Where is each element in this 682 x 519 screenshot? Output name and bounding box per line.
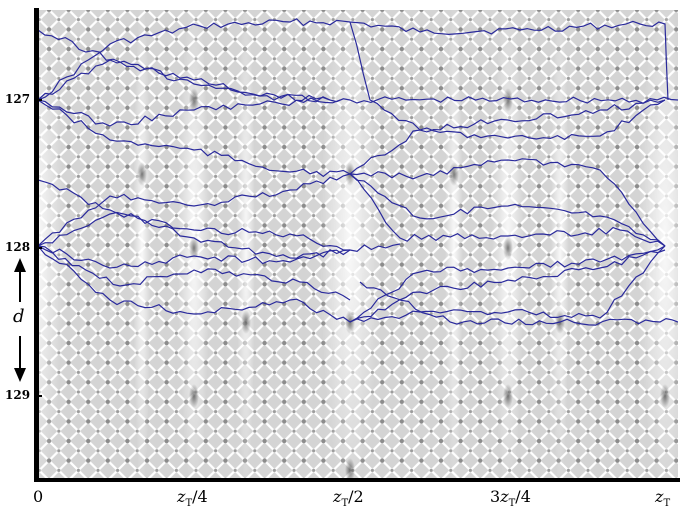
trajectory-line — [38, 179, 351, 259]
dark-focus — [503, 236, 513, 260]
y-label-127: 127 — [5, 92, 31, 106]
trajectory-line — [349, 173, 666, 247]
trajectory-line — [38, 29, 331, 103]
trajectory-line — [38, 245, 351, 301]
bright-band — [320, 10, 380, 480]
dark-focus — [503, 88, 513, 112]
trajectory-line — [349, 249, 666, 323]
trajectory-line — [38, 99, 351, 178]
y-ticks — [34, 99, 42, 397]
trajectory-line — [349, 245, 666, 323]
bright-band — [445, 10, 463, 480]
dark-focus — [503, 384, 513, 408]
trajectory-line — [38, 173, 351, 247]
bright-bands — [38, 10, 678, 480]
trajectory-line — [349, 173, 666, 247]
bohmian-trajectories — [38, 18, 678, 326]
spacing-label: d — [13, 306, 25, 327]
spacing-arrows — [14, 258, 26, 382]
spacing-arrow-up-head — [14, 258, 26, 272]
dark-focus — [449, 162, 459, 186]
y-label-129: 129 — [5, 388, 31, 402]
trajectory-line — [38, 97, 341, 127]
x-label-half: zT/2 — [333, 487, 364, 510]
dark-focus — [660, 384, 670, 408]
x-label-three-quarter: 3zT/4 — [490, 487, 531, 510]
bright-band — [237, 10, 255, 480]
bright-band — [38, 10, 64, 480]
y-label-128: 128 — [5, 240, 31, 254]
trajectory-line — [349, 158, 666, 247]
trajectory-line — [349, 21, 666, 141]
trajectory-line — [38, 18, 669, 101]
bright-band — [133, 10, 151, 480]
trajectory-line — [38, 245, 351, 323]
dark-focus — [189, 236, 199, 260]
dark-focus — [345, 458, 355, 480]
x-label-0: 0 — [33, 487, 44, 506]
bright-band — [639, 10, 678, 480]
dark-focus — [189, 384, 199, 408]
dark-focus — [137, 162, 147, 186]
spacing-arrow-down-head — [14, 368, 26, 382]
bottom-frame-bar — [34, 478, 680, 482]
left-frame-bar — [34, 8, 39, 482]
dark-focus — [189, 88, 199, 112]
trajectory-line — [38, 211, 401, 252]
trajectory-line — [359, 281, 678, 326]
trajectory-line — [349, 245, 666, 323]
bright-band — [551, 10, 569, 480]
x-label-quarter: zT/4 — [177, 487, 208, 510]
trajectory-line — [349, 99, 666, 175]
trajectory-line — [38, 245, 351, 269]
x-label-full: zT — [655, 487, 671, 510]
dark-focus — [241, 310, 251, 334]
